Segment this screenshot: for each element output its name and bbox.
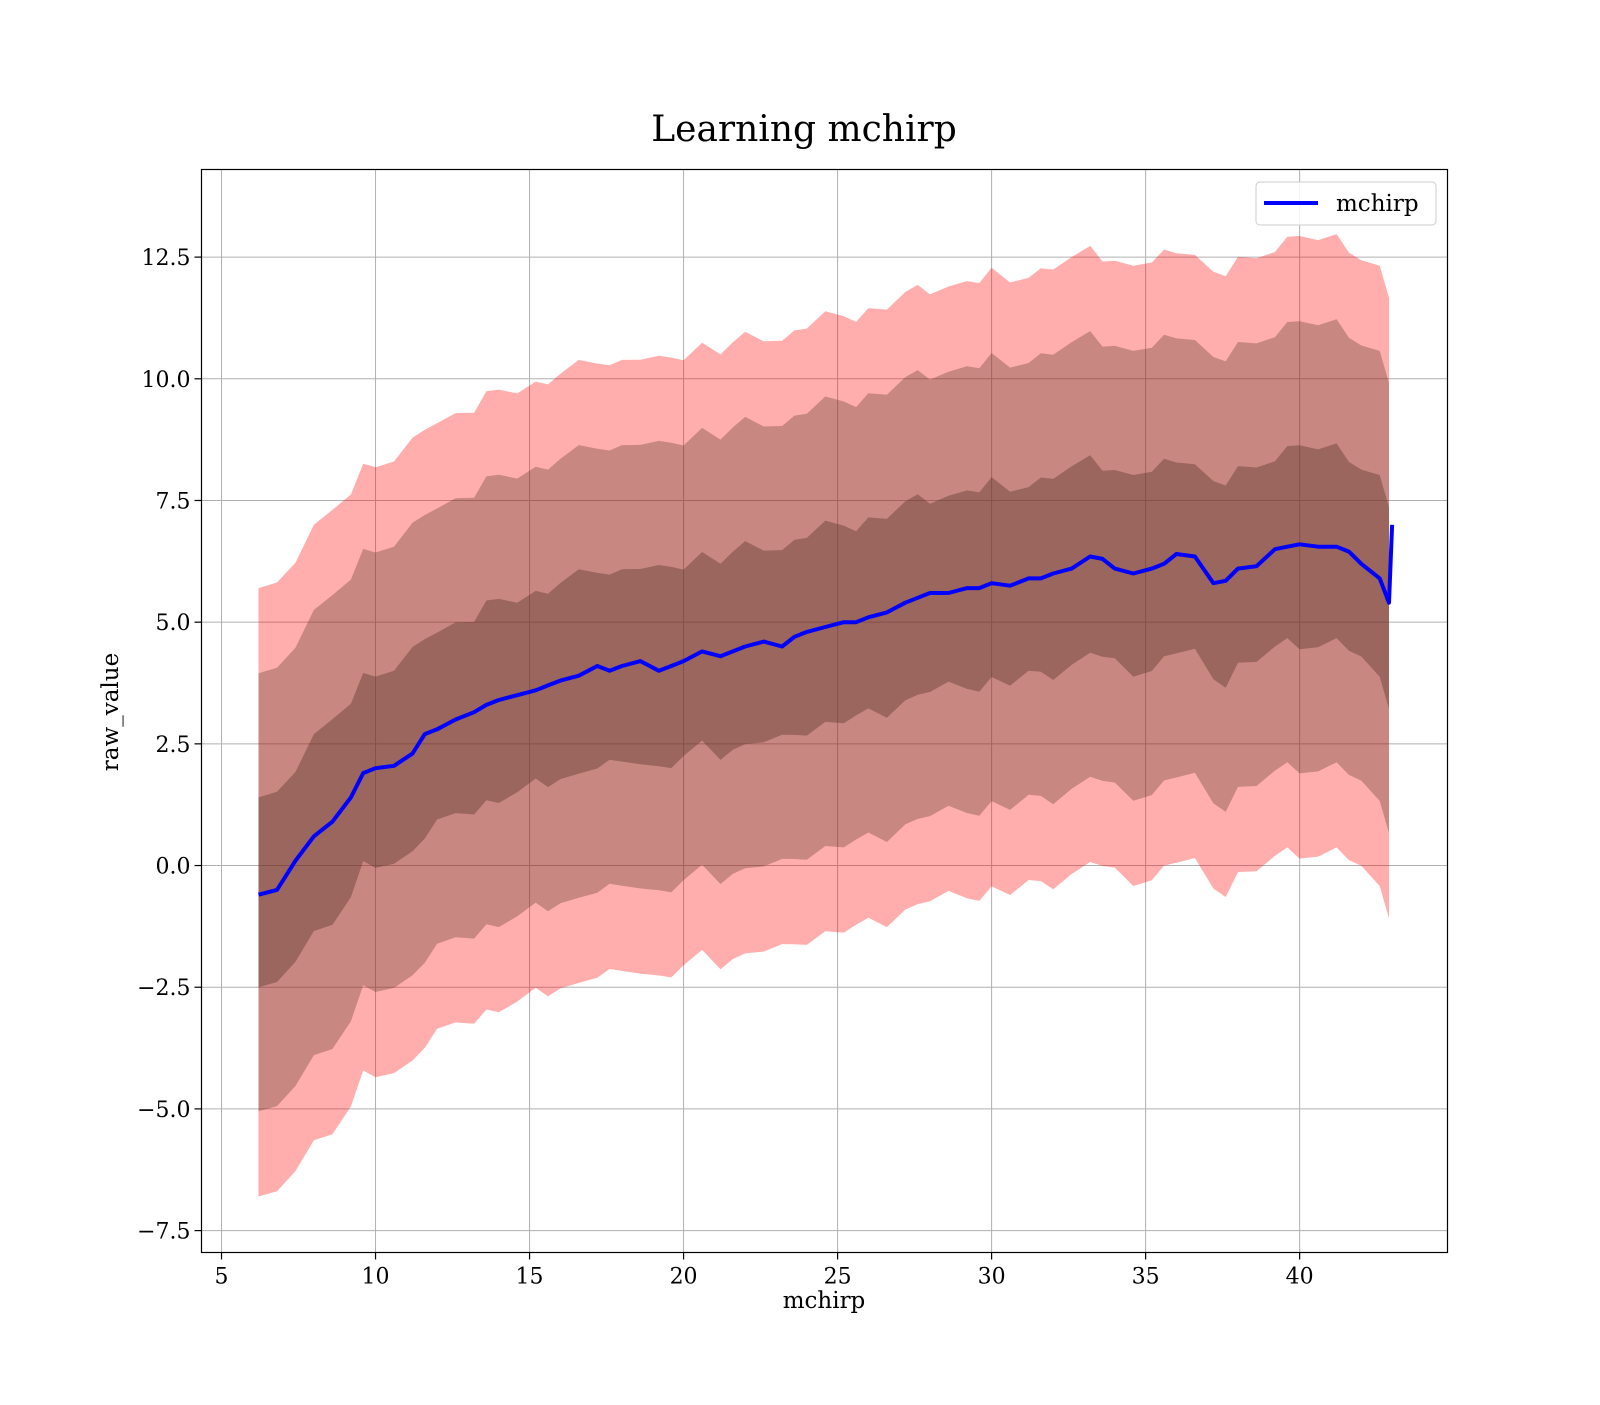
- y-tick-label: 10.0: [142, 368, 191, 393]
- y-tick-label: 7.5: [156, 489, 191, 514]
- x-tick-label: 30: [978, 1265, 1006, 1290]
- x-tick-label: 40: [1286, 1265, 1314, 1290]
- band-middle: [258, 319, 1389, 1112]
- x-tick-label: 20: [670, 1265, 698, 1290]
- y-tick-label: −7.5: [137, 1220, 190, 1245]
- series-lines: [257, 524, 1395, 897]
- y-tick-label: −2.5: [137, 976, 190, 1001]
- band-inner: [258, 443, 1389, 988]
- x-ticks: 5 10 15 20 25 30 35 40: [215, 1252, 1314, 1290]
- x-tick-label: 10: [362, 1265, 390, 1290]
- y-axis-label: raw_value: [98, 653, 124, 771]
- axes-frame: [200, 168, 1449, 1254]
- y-tick-label: 12.5: [142, 246, 191, 271]
- y-ticks: −7.5 −5.0 −2.5 0.0 2.5 5.0 7.5 10.0 12.5: [137, 246, 202, 1245]
- confidence-bands: [258, 234, 1389, 1197]
- x-tick-label: 15: [516, 1265, 544, 1290]
- y-tick-label: 0.0: [156, 855, 191, 880]
- y-tick-label: 5.0: [156, 611, 191, 636]
- y-gridlines: [201, 256, 1448, 1232]
- x-tick-label: 5: [215, 1265, 229, 1290]
- y-tick-label: −5.0: [137, 1098, 190, 1123]
- legend: mchirp: [1255, 181, 1437, 226]
- x-gridlines: [221, 169, 1301, 1253]
- chart-title: Learning mchirp: [651, 109, 957, 150]
- legend-label-mchirp: mchirp: [1336, 191, 1419, 217]
- band-outer: [258, 234, 1389, 1197]
- series-line-mchirp: [257, 524, 1395, 897]
- x-tick-label: 35: [1132, 1265, 1160, 1290]
- y-tick-label: 2.5: [156, 733, 191, 758]
- legend-box: [1255, 181, 1437, 226]
- x-axis-label: mchirp: [783, 1288, 866, 1314]
- x-tick-label: 25: [824, 1265, 852, 1290]
